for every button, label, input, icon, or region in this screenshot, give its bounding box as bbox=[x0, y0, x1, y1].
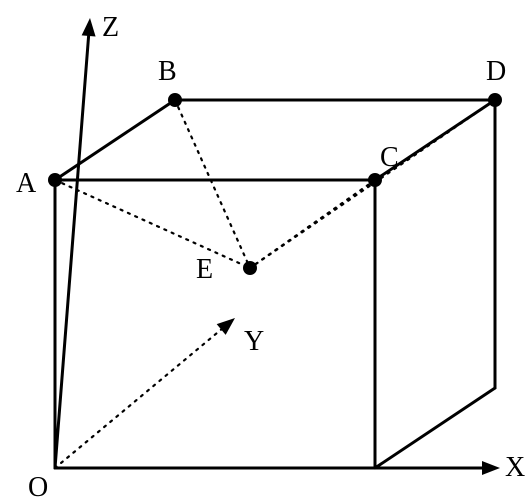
label-Y: Y bbox=[244, 326, 264, 358]
label-X: X bbox=[505, 452, 525, 484]
cube-diagram: O X Y Z A B C D E bbox=[0, 0, 528, 504]
label-E: E bbox=[196, 254, 213, 286]
label-D: D bbox=[486, 56, 506, 88]
label-Z: Z bbox=[102, 12, 119, 44]
label-B: B bbox=[158, 56, 177, 88]
label-A: A bbox=[16, 168, 36, 200]
diagram-svg bbox=[0, 0, 528, 504]
label-C: C bbox=[380, 142, 399, 174]
label-O: O bbox=[28, 472, 48, 504]
